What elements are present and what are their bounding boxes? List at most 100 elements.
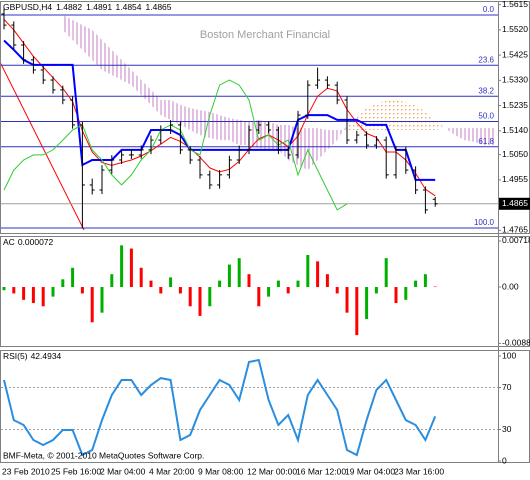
ac-bar [355,287,359,336]
fibo-label: 100.0 [474,218,495,227]
ac-bar [374,287,378,294]
y-tick-label: 1.5050 [502,149,528,159]
ac-bar [423,274,427,288]
x-tick-label: 23 Feb 2010 [2,466,50,476]
ac-value: 0.000072 [18,237,54,247]
cloud-segment [170,99,181,125]
cloud-segment [229,118,240,146]
cloud-segment [92,29,102,70]
cloud-segment [327,129,338,150]
y-tick-label: 0 [502,455,507,465]
cloud-segment [121,59,132,86]
rsi-header: RSI(5) 42.4934 [3,351,62,361]
cloud-segment [82,25,93,60]
ac-bar [2,287,6,291]
cloud-segment [141,80,151,106]
ac-bar [365,287,369,320]
symbol: GBPUSD,H4 [3,2,52,12]
y-tick-label: 1.4765 [502,225,528,235]
y-tick-label: 30 [502,424,512,434]
trend-line [1,62,85,231]
ac-bar [257,287,261,307]
ac-bar [139,267,143,288]
y-tick-label: 1.5520 [502,24,528,34]
x-tick-label: 2 Mar 04:00 [100,466,146,476]
x-tick-label: 23 Mar 16:00 [394,466,444,476]
ac-bar [276,280,280,288]
ac-bar [51,287,55,297]
current-price-label: 1.4865 [502,198,528,208]
ac-bar [286,287,290,294]
x-tick-label: 16 Mar 12:00 [296,466,346,476]
cloud-segment [366,103,377,130]
cloud-segment [484,128,494,146]
ac-bar [80,287,84,294]
cloud-segment [102,39,112,76]
cloud-segment [160,99,171,120]
ac-bar [71,267,75,288]
copyright: BMF-Meta, © 2001-2010 MetaQuotes Softwar… [3,450,204,460]
watermark: Boston Merchant Financial [200,29,330,41]
cloud-segment [180,105,191,130]
header-open: 1.4882 [56,2,82,12]
ac-bar [31,287,35,304]
y-tick-label: -0.00880 [502,338,530,348]
cloud-segment [62,15,73,40]
y-tick-label: 1.4955 [502,174,528,184]
ac-bar [218,280,222,288]
ac-bar [237,258,241,288]
cloud-segment [200,110,210,138]
x-tick-label: 12 Mar 00:00 [247,466,297,476]
ac-bar [12,287,16,294]
x-tick-label: 4 Mar 20:00 [149,466,195,476]
cloud-segment [425,111,436,130]
fibo-label: 0.0 [483,5,495,14]
rsi-name: RSI(5) [3,351,28,361]
ac-plot [2,245,437,336]
fibo-label: 23.6 [478,55,494,64]
rsi-line [3,358,437,457]
fibo-label: 61.8 [478,137,494,146]
ac-bar [198,287,202,316]
ac-bar [345,287,349,313]
ac-bar [227,264,231,288]
current-price-box [499,197,530,210]
ac-bar [394,287,398,304]
ac-bar [404,287,408,300]
cloud-segment [239,119,249,146]
header-close: 1.4865 [146,2,172,12]
cloud-segment [405,102,416,130]
ac-bar [316,261,320,288]
rsi-value: 42.4934 [31,351,62,361]
ac-bar [169,277,173,288]
ac-bar [110,274,114,288]
y-tick-label: 0.00718 [502,235,530,245]
ac-bar [100,287,104,313]
cloud-segment [219,115,230,141]
cloud-segment [376,99,387,130]
cloud-segment [307,128,318,171]
y-tick-label: 70 [502,382,512,392]
ac-bar [22,287,26,300]
ac-bar [41,287,45,307]
cloud-segment [258,119,269,150]
ac-bar [247,274,251,288]
header-high: 1.4891 [86,2,112,12]
indicator-line [3,79,348,211]
cloud-segment [386,99,396,130]
x-tick-label: 25 Feb 16:00 [51,466,101,476]
ac-bar [325,274,329,288]
cloud-segment [415,105,426,130]
ac-bar [61,279,65,288]
cloud-segment [298,128,308,171]
cloud-segment [454,128,465,141]
ac-bar [208,287,212,307]
cloud-segment [317,128,328,160]
cloud-segment [435,119,445,130]
indicator-line [3,39,436,181]
ac-bar [188,287,192,307]
ac-bar [129,248,133,288]
